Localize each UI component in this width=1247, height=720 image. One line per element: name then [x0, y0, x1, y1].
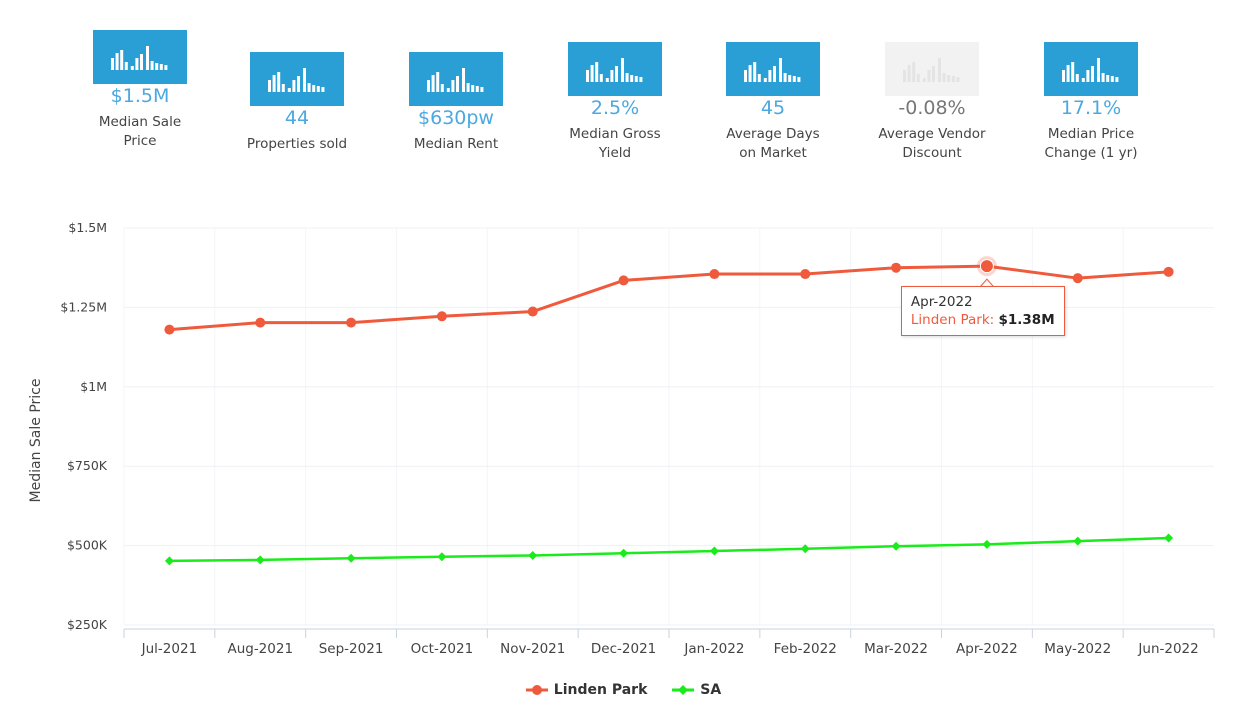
- legend-item-sa[interactable]: SA: [672, 682, 721, 698]
- stat-value: $1.5M: [110, 85, 170, 107]
- data-point: [709, 546, 719, 556]
- data-point: [979, 259, 994, 274]
- stat-tile[interactable]: 17.1% Median Price Change (1 yr): [1021, 42, 1161, 163]
- data-point: [527, 306, 538, 317]
- data-point: [255, 555, 265, 565]
- bar-chart-icon[interactable]: [726, 42, 820, 96]
- stats-row: $1.5M Median Sale Price 44 Properties sold $…: [0, 0, 1247, 200]
- bar-chart-icon[interactable]: [250, 52, 344, 106]
- bar-chart-icon[interactable]: [93, 30, 187, 84]
- x-tick-label: Jul-2021: [141, 641, 198, 657]
- y-tick-label: $1.25M: [60, 299, 107, 314]
- legend-line-icon: [672, 685, 695, 695]
- x-tick-label: Jan-2022: [683, 641, 744, 657]
- x-tick-label: Mar-2022: [864, 641, 928, 657]
- data-point: [618, 275, 629, 286]
- tooltip-category: Apr-2022: [910, 294, 973, 311]
- series-line-sa: [169, 536, 1169, 563]
- y-tick-label: $1.5M: [68, 220, 107, 235]
- stat-label: Median Price Change (1 yr): [1044, 126, 1138, 161]
- stat-value: 2.5%: [590, 97, 640, 119]
- x-tick-label: Oct-2021: [411, 641, 474, 657]
- bar-chart-icon[interactable]: [409, 52, 503, 106]
- bar-chart-icon[interactable]: [1044, 42, 1138, 96]
- data-point: [164, 556, 174, 566]
- x-tick-label: Feb-2022: [774, 641, 837, 657]
- stat-tile[interactable]: $1.5M Median Sale Price: [70, 30, 210, 151]
- stat-tile[interactable]: 45 Average Days on Market: [703, 42, 843, 163]
- stat-value: $630pw: [418, 107, 494, 129]
- stat-label: Average Days on Market: [726, 126, 820, 161]
- data-point: [436, 311, 447, 322]
- data-point: [437, 552, 447, 562]
- x-tick-label: Nov-2021: [500, 641, 565, 657]
- data-point: [255, 317, 266, 328]
- stat-tile[interactable]: -0.08% Average Vendor Discount: [862, 42, 1002, 163]
- stat-label: Median Sale Price: [98, 114, 182, 149]
- data-point: [619, 548, 629, 558]
- chart-legend: Linden Park SA: [0, 682, 1247, 700]
- stat-label: Average Vendor Discount: [878, 126, 986, 161]
- chart-tooltip: Apr-2022 Linden Park: $1.38M: [900, 286, 1065, 337]
- x-tick-label: Aug-2021: [227, 641, 293, 657]
- legend-line-icon: [525, 685, 548, 695]
- legend-label: SA: [700, 682, 722, 698]
- legend-item-linden-park[interactable]: Linden Park: [525, 682, 648, 698]
- bar-chart-icon[interactable]: [885, 42, 979, 96]
- y-axis-title: Median Sale Price: [28, 379, 44, 503]
- x-tick-label: May-2022: [1044, 641, 1111, 657]
- data-point: [1163, 266, 1174, 277]
- tooltip-series: Linden Park: [910, 312, 990, 329]
- tooltip-value: $1.38M: [998, 312, 1055, 329]
- data-point: [1164, 533, 1174, 543]
- x-tick-label: Dec-2021: [591, 641, 656, 657]
- data-point: [891, 541, 901, 551]
- data-point: [800, 544, 810, 554]
- series-line-linden-park: [169, 264, 1169, 332]
- stat-value: 44: [284, 107, 310, 129]
- data-point: [346, 553, 356, 563]
- data-point: [891, 262, 902, 273]
- y-tick-label: $500K: [67, 538, 108, 553]
- y-tick-label: $750K: [67, 458, 108, 473]
- stat-label: Median Gross Yield: [569, 126, 661, 161]
- x-tick-label: Sep-2021: [319, 641, 384, 657]
- data-point: [1072, 273, 1083, 284]
- stat-value: 45: [760, 97, 786, 119]
- data-point: [709, 269, 720, 280]
- data-point: [982, 539, 992, 549]
- data-point: [800, 269, 811, 280]
- data-point: [1073, 536, 1083, 546]
- x-tick-label: Jun-2022: [1137, 641, 1198, 657]
- stat-value: -0.08%: [898, 97, 966, 119]
- stat-tile[interactable]: $630pw Median Rent: [386, 52, 526, 154]
- stat-tile[interactable]: 44 Properties sold: [227, 52, 367, 154]
- bar-chart-icon[interactable]: [568, 42, 662, 96]
- y-tick-label: $1M: [80, 379, 107, 394]
- data-point: [164, 324, 175, 335]
- data-point: [346, 317, 357, 328]
- legend-label: Linden Park: [553, 682, 648, 698]
- y-tick-label: $250K: [67, 617, 108, 632]
- stat-tile[interactable]: 2.5% Median Gross Yield: [545, 42, 685, 163]
- stat-label: Median Rent: [413, 136, 499, 152]
- stat-label: Properties sold: [246, 136, 348, 152]
- x-tick-label: Apr-2022: [956, 641, 1018, 657]
- stat-value: 17.1%: [1060, 97, 1122, 119]
- data-point: [528, 550, 538, 560]
